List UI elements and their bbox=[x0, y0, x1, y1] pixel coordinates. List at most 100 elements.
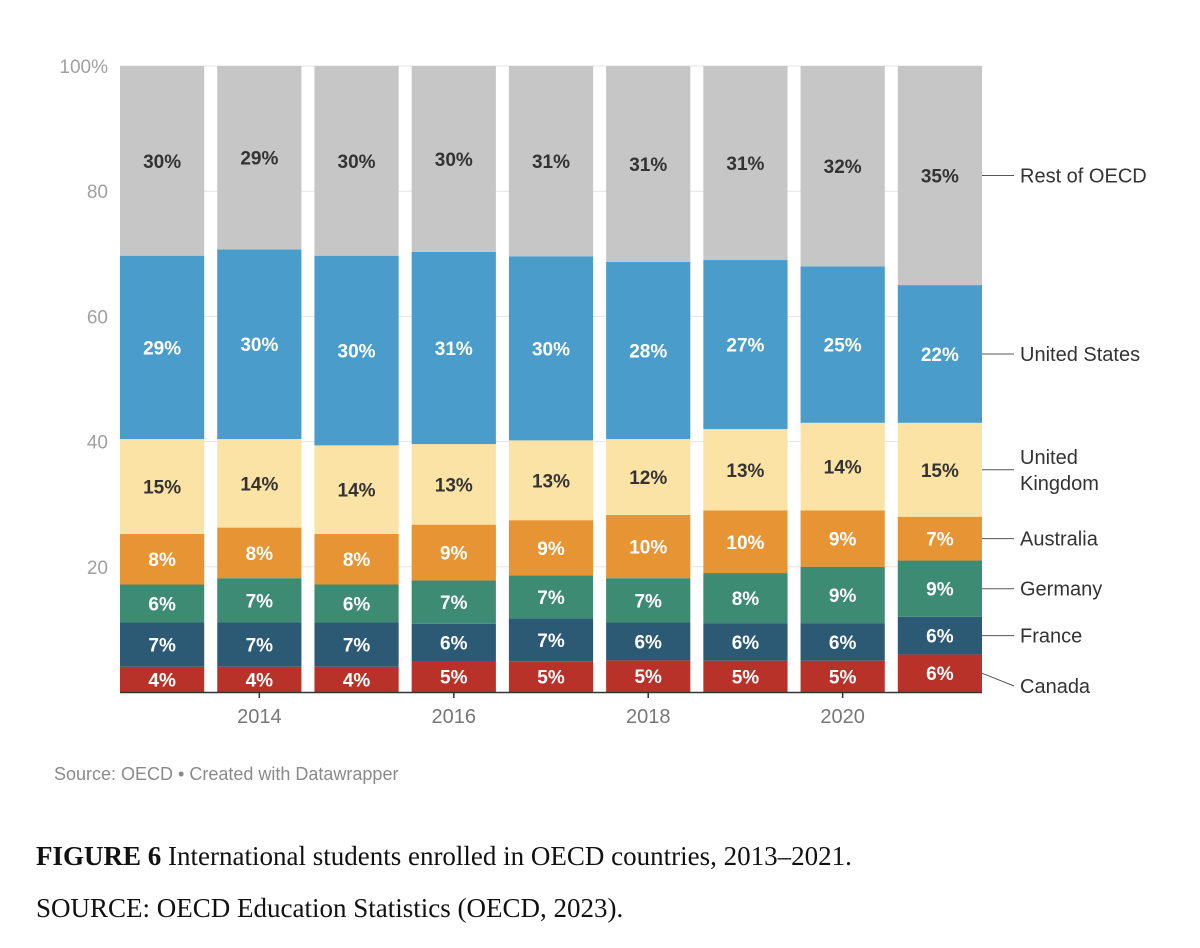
data-label: 7% bbox=[246, 636, 274, 657]
legend-connector bbox=[981, 672, 1015, 687]
bar-segment bbox=[508, 256, 594, 441]
bar-segment bbox=[120, 439, 205, 534]
bar-segment bbox=[120, 66, 205, 256]
bar-segment bbox=[411, 524, 496, 581]
data-label: 27% bbox=[726, 336, 764, 357]
data-label: 7% bbox=[148, 636, 176, 657]
data-label: 8% bbox=[246, 544, 274, 565]
y-tick-label: 60 bbox=[87, 307, 108, 328]
data-label: 7% bbox=[246, 591, 274, 612]
data-label: 6% bbox=[732, 633, 760, 654]
bar-segment bbox=[217, 666, 302, 692]
bar-segment bbox=[703, 623, 788, 661]
data-label: 8% bbox=[148, 550, 176, 571]
legend-label: Canada bbox=[1020, 676, 1091, 698]
y-axis-ticks: 100% 80 60 40 20 bbox=[59, 57, 108, 579]
data-label: 15% bbox=[921, 461, 959, 482]
data-label: 30% bbox=[143, 152, 181, 173]
data-label: 9% bbox=[537, 539, 565, 560]
data-label: 13% bbox=[726, 461, 764, 482]
data-label: 6% bbox=[829, 633, 857, 654]
data-label: 8% bbox=[732, 589, 760, 610]
figure-source: SOURCE: OECD Education Statistics (OECD,… bbox=[36, 893, 624, 923]
bar-segment bbox=[800, 422, 885, 511]
bar-segment bbox=[411, 444, 496, 525]
data-label: 22% bbox=[921, 345, 959, 366]
bar-segment bbox=[314, 66, 399, 256]
x-tick-label: 2020 bbox=[820, 706, 865, 728]
bar-segment bbox=[606, 622, 691, 661]
bar-segment bbox=[800, 66, 885, 267]
data-label: 4% bbox=[343, 670, 371, 691]
data-label: 6% bbox=[148, 594, 176, 615]
segment-labels: 4% 7% 6% 8% 15% 29% 30% 4% 7% 7% 8% 14% 30% 29% 4% 7% 6%… bbox=[143, 149, 959, 692]
x-tick-label: 2018 bbox=[626, 706, 671, 728]
stacked-bar-chart: 100% 80 60 40 20 4% 7% 6% 8% 15% 29% 30% 4% 7% 7% 8% 14… bbox=[59, 57, 1147, 728]
bar-segment bbox=[120, 255, 205, 440]
legend-label: Germany bbox=[1020, 579, 1102, 601]
data-label: 6% bbox=[926, 627, 954, 648]
data-label: 9% bbox=[829, 586, 857, 607]
data-label: 30% bbox=[532, 339, 570, 360]
bar-segment bbox=[217, 527, 302, 579]
bar-segment bbox=[411, 623, 496, 662]
data-label: 14% bbox=[824, 458, 862, 479]
bar-segment bbox=[217, 66, 302, 250]
data-label: 7% bbox=[440, 593, 468, 614]
data-label: 6% bbox=[634, 632, 662, 653]
bar-segment bbox=[606, 439, 691, 515]
data-label: 4% bbox=[246, 670, 274, 691]
data-label: 4% bbox=[148, 670, 176, 691]
data-label: 6% bbox=[440, 633, 468, 654]
bar-segment bbox=[800, 660, 885, 692]
data-label: 28% bbox=[629, 342, 667, 363]
bar-segment bbox=[411, 66, 496, 252]
bar-segment bbox=[897, 66, 982, 286]
bar-segment bbox=[411, 661, 496, 692]
data-label: 14% bbox=[338, 481, 376, 502]
bar-segment bbox=[606, 514, 691, 579]
legend-label: United States bbox=[1020, 344, 1140, 366]
data-label: 35% bbox=[921, 167, 959, 188]
bar-segment bbox=[411, 251, 496, 445]
data-label: 5% bbox=[829, 667, 857, 688]
data-label: 31% bbox=[532, 152, 570, 173]
bar-segment bbox=[508, 520, 594, 576]
bar-segment bbox=[606, 66, 691, 263]
bar-segment bbox=[314, 255, 399, 446]
data-label: 7% bbox=[926, 530, 954, 551]
data-label: 9% bbox=[926, 580, 954, 601]
bar-segment bbox=[508, 661, 594, 692]
data-label: 5% bbox=[537, 668, 565, 689]
bar-segment bbox=[314, 533, 399, 585]
bar-segment bbox=[508, 66, 594, 257]
legend-label: France bbox=[1020, 626, 1082, 648]
bar-segment bbox=[120, 533, 205, 585]
data-label: 6% bbox=[343, 594, 371, 615]
legend-label: United Kingdom bbox=[1020, 447, 1099, 495]
legend-label: Rest of OECD bbox=[1020, 166, 1147, 188]
x-axis-ticks: 2014 2016 2018 2020 bbox=[237, 692, 865, 728]
bar-segment bbox=[800, 623, 885, 661]
data-label: 5% bbox=[440, 668, 468, 689]
bar-segment bbox=[217, 439, 302, 528]
bar-segment bbox=[411, 580, 496, 624]
x-tick-label: 2014 bbox=[237, 706, 282, 728]
data-label: 30% bbox=[338, 342, 376, 363]
data-label: 9% bbox=[829, 530, 857, 551]
data-label: 25% bbox=[824, 336, 862, 357]
data-label: 7% bbox=[537, 631, 565, 652]
source-note: Source: OECD • Created with Datawrapper bbox=[54, 764, 399, 784]
bar-segment bbox=[703, 260, 788, 430]
data-label: 29% bbox=[240, 149, 278, 170]
data-label: 13% bbox=[435, 475, 473, 496]
bars bbox=[120, 66, 982, 692]
bar-segment bbox=[120, 622, 205, 667]
bar-segment bbox=[217, 578, 302, 623]
data-label: 30% bbox=[338, 152, 376, 173]
data-label: 13% bbox=[532, 471, 570, 492]
bar-segment bbox=[508, 440, 594, 521]
y-tick-label: 80 bbox=[87, 182, 108, 203]
data-label: 7% bbox=[343, 636, 371, 657]
y-tick-label: 40 bbox=[87, 433, 108, 454]
